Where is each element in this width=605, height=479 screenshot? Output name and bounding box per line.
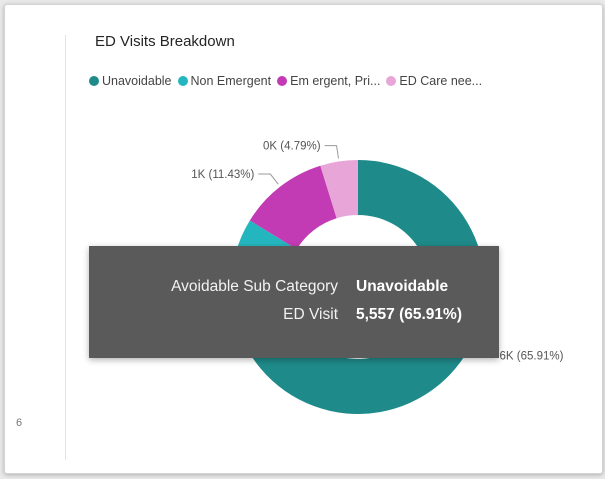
chart-title: ED Visits Breakdown	[95, 33, 235, 50]
legend-label: Em ergent, Pri...	[290, 74, 381, 88]
data-label-leader-line	[258, 173, 279, 185]
data-label-0: 6K (65.91%)	[500, 351, 564, 363]
legend-item-unavoidable[interactable]: Unavoidable	[89, 74, 172, 88]
legend-dot-icon	[277, 76, 288, 86]
donut-chart-visual[interactable]: ED Visits Breakdown Unavoidable Non Emer…	[71, 17, 601, 465]
data-label-2: 1K (11.43%)	[191, 169, 254, 181]
data-label-leader-line	[324, 145, 340, 159]
tooltip-measure-key: ED Visit	[283, 306, 338, 323]
tooltip-category-value: Unavoidable	[356, 278, 449, 295]
legend-dot-icon	[177, 76, 188, 86]
tooltip-row-measure: ED Visit 5,557 (65.91%)	[89, 306, 499, 328]
legend-label: ED Care nee...	[399, 74, 483, 88]
legend-label: Non Emergent	[190, 74, 272, 88]
left-panel-tick: 6	[16, 417, 23, 429]
left-visual-panel: 6	[10, 35, 66, 460]
tooltip-measure-value: 5,557 (65.91%)	[356, 306, 462, 323]
legend-dot-icon	[89, 76, 99, 86]
legend-dot-icon	[386, 76, 397, 86]
chart-legend[interactable]: Unavoidable Non Emergent Em ergent, Pri.…	[89, 71, 599, 91]
donut-slice-2[interactable]	[249, 165, 337, 250]
donut-slice-3[interactable]	[320, 160, 358, 219]
legend-item-ed-care[interactable]: ED Care nee...	[386, 74, 482, 88]
tooltip-category-key: Avoidable Sub Category	[171, 278, 338, 295]
report-frame: 6 ED Visits Breakdown Unavoidable Non Em…	[4, 4, 603, 474]
chart-tooltip: Avoidable Sub Category Unavoidable ED Vi…	[89, 246, 499, 358]
legend-item-emergent[interactable]: Em ergent, Pri...	[277, 74, 380, 88]
data-label-3: 0K (4.79%)	[263, 141, 321, 153]
tooltip-row-category: Avoidable Sub Category Unavoidable	[89, 278, 499, 300]
legend-item-non-emergent[interactable]: Non Emergent	[177, 74, 272, 88]
legend-label: Unavoidable	[102, 74, 172, 88]
donut-chart-svg: 6K (65.91%) 1K (11.43%) 0K (4.79%)	[191, 141, 564, 414]
